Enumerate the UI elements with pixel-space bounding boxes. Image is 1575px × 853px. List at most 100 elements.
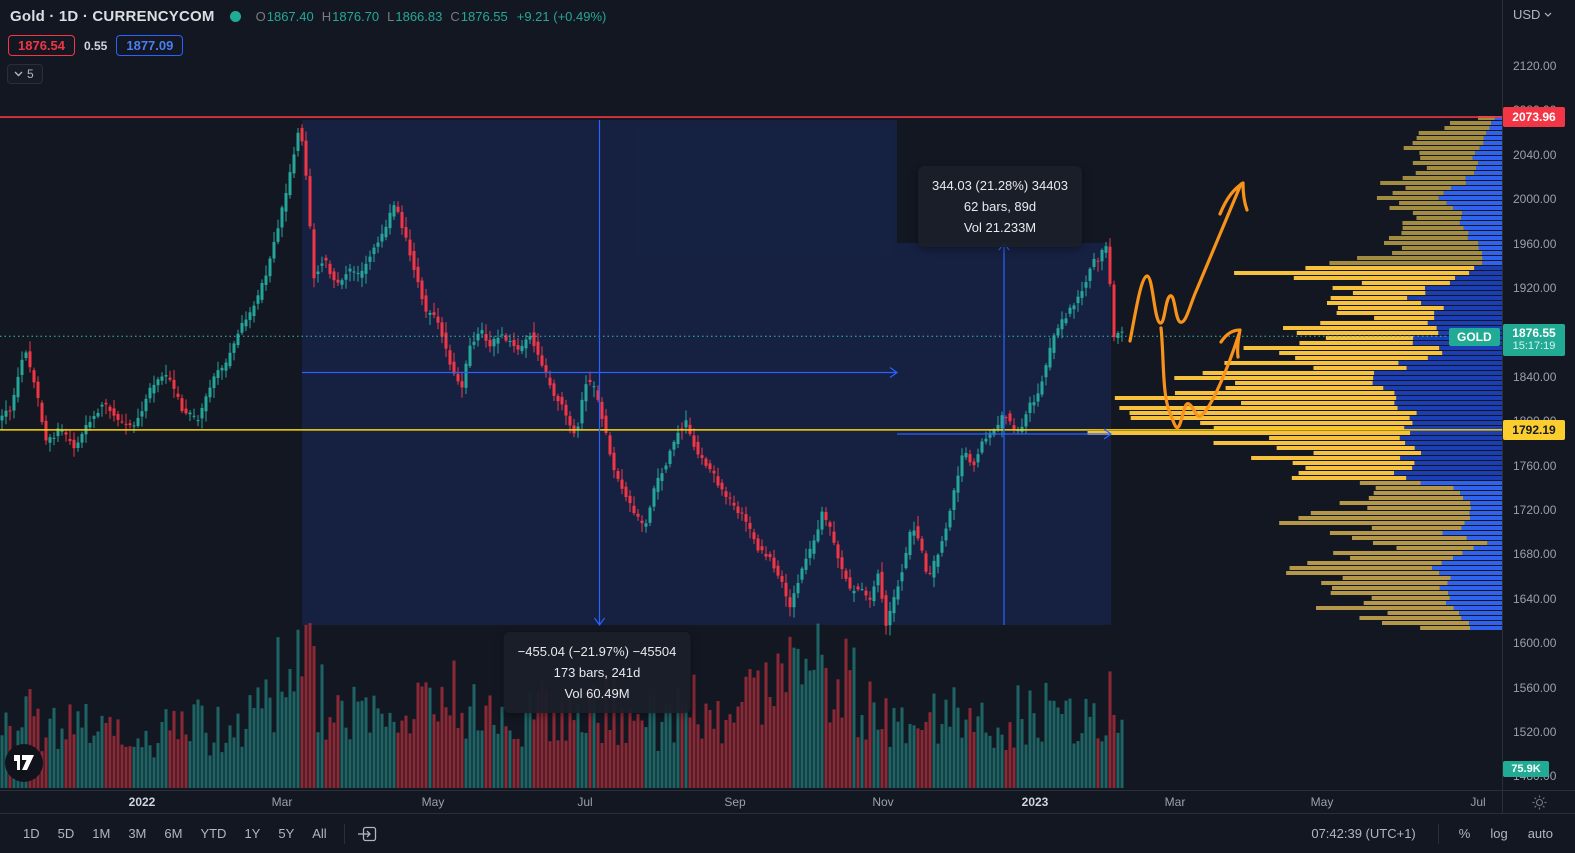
- volume-profile-row: [1396, 546, 1474, 550]
- price-axis[interactable]: USD 2120.002080.002040.002000.001960.001…: [1502, 0, 1575, 790]
- volume-bar: [828, 722, 832, 788]
- log-scale-button[interactable]: log: [1490, 826, 1508, 841]
- volume-profile-row: [1337, 306, 1444, 310]
- candlestick: [384, 226, 388, 238]
- candlestick: [516, 345, 520, 350]
- volume-bar: [1020, 719, 1024, 788]
- price-tick-label: 1600.00: [1513, 636, 1557, 651]
- clock[interactable]: 07:42:39 (UTC+1): [1311, 826, 1416, 841]
- range-button-all[interactable]: All: [312, 826, 327, 841]
- candlestick: [280, 207, 284, 228]
- volume-bar: [876, 729, 880, 788]
- volume-profile-row: [1410, 431, 1502, 435]
- volume-profile-row: [1460, 491, 1502, 495]
- volume-profile-row: [1463, 226, 1502, 230]
- volume-bar: [236, 713, 240, 788]
- candlestick: [1116, 332, 1120, 339]
- candlestick: [452, 361, 456, 374]
- go-to-date-icon[interactable]: [357, 825, 378, 843]
- volume-bar: [704, 703, 708, 788]
- volume-bar: [992, 747, 996, 788]
- volume-bar: [192, 704, 196, 788]
- candlestick: [492, 338, 496, 347]
- axis-corner: [1502, 790, 1575, 813]
- symbol-title[interactable]: Gold · 1D · CURRENCYCOM: [10, 8, 215, 25]
- candlestick: [340, 280, 344, 285]
- range-button-5y[interactable]: 5Y: [278, 826, 295, 841]
- range-button-5d[interactable]: 5D: [57, 826, 75, 841]
- volume-bar: [860, 715, 864, 788]
- range-button-ytd[interactable]: YTD: [200, 826, 227, 841]
- candlestick: [216, 370, 220, 378]
- volume-bar: [300, 676, 304, 788]
- candlestick: [1060, 319, 1064, 330]
- volume-bar: [232, 737, 236, 788]
- tradingview-logo[interactable]: [5, 744, 43, 782]
- range-button-6m[interactable]: 6M: [164, 826, 183, 841]
- volume-profile-row: [1479, 146, 1502, 150]
- volume-bar: [212, 742, 216, 788]
- volume-profile-row: [1470, 506, 1502, 510]
- volume-bar: [108, 716, 112, 788]
- volume-bar: [1084, 698, 1088, 788]
- buy-button[interactable]: 1877.09: [116, 35, 184, 56]
- volume-bar: [200, 705, 204, 788]
- candlestick: [956, 475, 960, 493]
- volume-bar: [944, 699, 948, 788]
- volume-profile-row: [1450, 186, 1502, 190]
- time-axis[interactable]: 2022 Mar May Jul Sep Nov 2023 Mar May Jul: [0, 790, 1502, 813]
- candlestick: [1040, 381, 1044, 395]
- range-button-3m[interactable]: 3M: [128, 826, 147, 841]
- candlestick: [240, 322, 244, 333]
- range-button-1d[interactable]: 1D: [23, 826, 40, 841]
- brightness-icon[interactable]: [1532, 795, 1547, 810]
- sell-button[interactable]: 1876.54: [8, 35, 75, 56]
- volume-profile-row: [1452, 556, 1502, 560]
- volume-profile-row: [1381, 621, 1469, 625]
- candlestick: [576, 426, 580, 430]
- candlestick: [324, 257, 328, 261]
- volume-profile-row: [1412, 161, 1479, 165]
- volume-profile-row: [1462, 211, 1502, 215]
- volume-profile-row: [1359, 481, 1421, 485]
- volume-profile-row: [1292, 461, 1415, 465]
- candlestick: [556, 395, 560, 402]
- volume-bar: [692, 674, 696, 788]
- candlestick: [380, 233, 384, 242]
- currency-selector[interactable]: USD: [1513, 7, 1552, 22]
- volume-profile-row: [1494, 116, 1502, 120]
- volume-bar: [380, 713, 384, 788]
- candlestick: [0, 415, 4, 421]
- candlestick: [292, 154, 296, 174]
- chart-canvas[interactable]: [0, 0, 1502, 790]
- volume-bar: [668, 703, 672, 788]
- volume-bar: [56, 748, 60, 788]
- volume-bar: [260, 708, 264, 788]
- time-tick-month: Nov: [872, 795, 894, 809]
- candlestick: [224, 362, 228, 371]
- time-tick-month: Mar: [271, 795, 293, 809]
- candlestick: [436, 316, 440, 323]
- candlestick: [908, 531, 912, 555]
- volume-profile-row: [1432, 566, 1502, 570]
- arrow-down-icon: [594, 617, 605, 627]
- volume-bar: [856, 737, 860, 788]
- volume-bar: [804, 658, 808, 788]
- volume-bar: [324, 739, 328, 788]
- candlestick: [524, 339, 528, 349]
- percent-scale-button[interactable]: %: [1458, 826, 1471, 841]
- volume-bar: [312, 646, 316, 788]
- range-button-1y[interactable]: 1Y: [244, 826, 261, 841]
- volume-bar: [560, 702, 564, 788]
- bottom-toolbar: 1D 5D 1M 3M 6M YTD 1Y 5Y All 07:42:39 (UTC+1) % …: [0, 813, 1575, 853]
- range-button-1m[interactable]: 1M: [92, 826, 111, 841]
- volume-bar: [292, 691, 296, 788]
- volume-bar: [256, 687, 260, 788]
- object-tree-chip[interactable]: 5: [7, 64, 43, 84]
- volume-bar: [996, 727, 1000, 788]
- candlestick: [936, 554, 940, 567]
- auto-scale-button[interactable]: auto: [1527, 826, 1553, 841]
- candlestick: [372, 247, 376, 255]
- candlestick: [628, 495, 632, 504]
- candlestick: [156, 379, 160, 386]
